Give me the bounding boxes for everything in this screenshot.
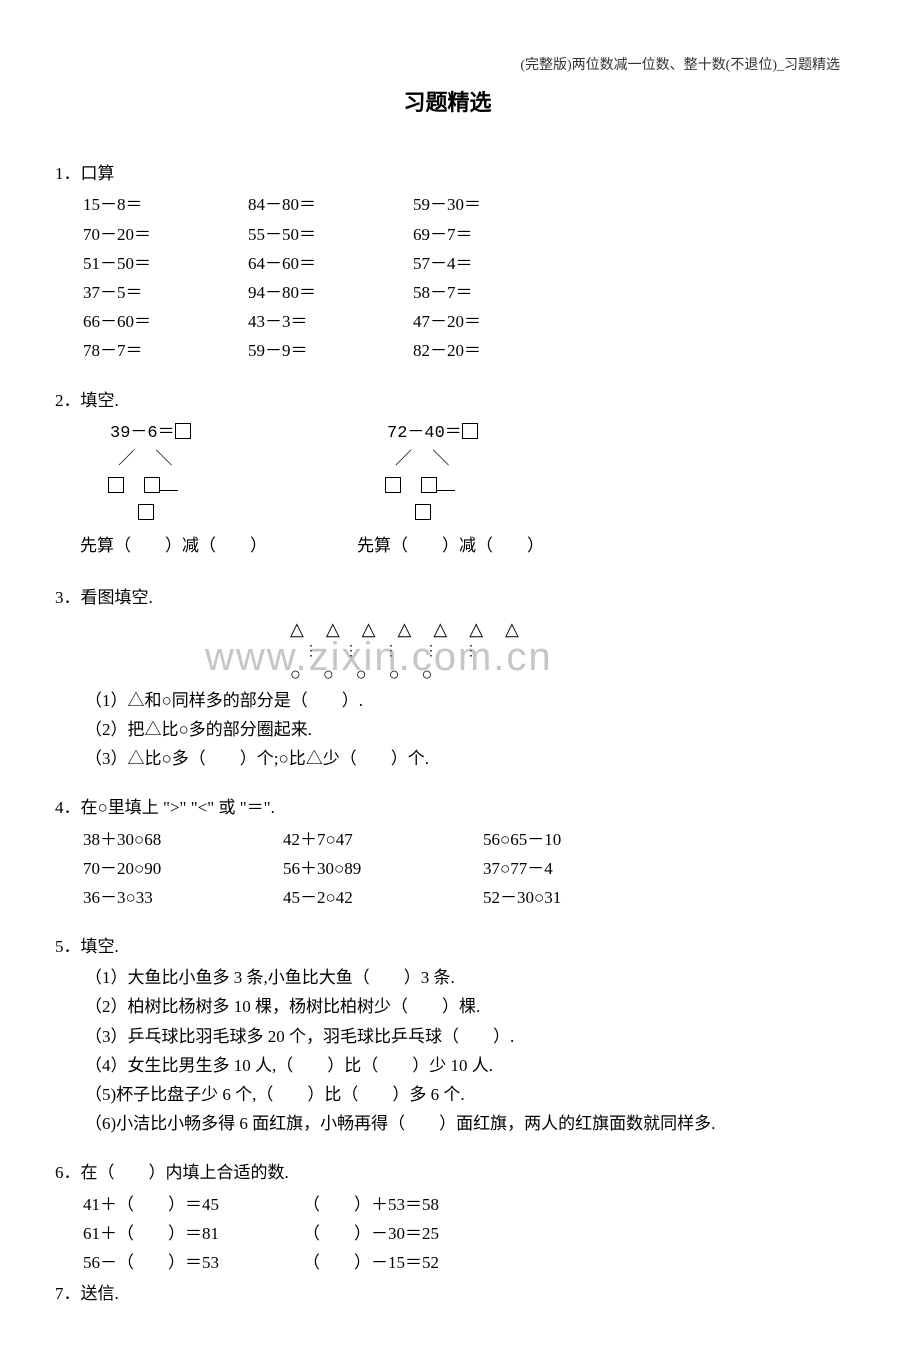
comp-cell: 36－3○33 — [83, 884, 283, 911]
q2-left-diagram: 39－6＝ ／ ＼ 先算（ ）减（ ） — [110, 420, 267, 562]
question-7: 7．送信. — [55, 1280, 840, 1307]
calc-cell: 82－20＝ — [413, 337, 578, 364]
calc-cell: 66－60＝ — [83, 308, 248, 335]
answer-box — [415, 504, 431, 520]
answer-box — [462, 423, 478, 439]
q5-s3: （3）乒乓球比羽毛球多 20 个，羽毛球比乒乓球（ ）. — [85, 1023, 840, 1050]
question-5: 5．填空. （1）大鱼比小鱼多 3 条,小鱼比大鱼（ ）3 条. （2）柏树比杨… — [55, 933, 840, 1137]
comp-cell: 38＋30○68 — [83, 826, 283, 853]
calc-cell: 59－9＝ — [248, 337, 413, 364]
calc-cell: 47－20＝ — [413, 308, 578, 335]
calc-cell: 84－80＝ — [248, 191, 413, 218]
question-2: 2．填空. 39－6＝ ／ ＼ 先算（ ）减（ ） 72－40＝ ／ ＼ 先算（… — [55, 387, 840, 562]
calc-cell: 43－3＝ — [248, 308, 413, 335]
q3-s3: （3）△比○多（ ）个;○比△少（ ）个. — [85, 745, 840, 772]
answer-box — [385, 477, 401, 493]
calc-cell: 51－50＝ — [83, 250, 248, 277]
question-6: 6．在（ ）内填上合适的数. 41＋（ ）＝45 （ ）＋53＝58 61＋（ … — [55, 1159, 840, 1276]
q2-right-diagram: 72－40＝ ／ ＼ 先算（ ）减（ ） — [387, 420, 544, 562]
q2-right-label: 先算（ ）减（ ） — [357, 534, 544, 561]
calc-cell: 78－7＝ — [83, 337, 248, 364]
comp-cell: 42＋7○47 — [283, 826, 483, 853]
dots-row: ⋮⋮⋮⋮⋮ — [304, 642, 840, 662]
header-note: (完整版)两位数减一位数、整十数(不退位)_习题精选 — [520, 55, 840, 77]
slash-line: ／ ＼ — [118, 447, 172, 474]
calc-cell: 15－8＝ — [83, 191, 248, 218]
q6-cell: （ ）＋53＝58 — [303, 1191, 523, 1218]
q4-head: 4．在○里填上 ">" "<" 或 "＝". — [55, 794, 840, 821]
triangle-row: △△△△△△△ — [290, 617, 840, 642]
circle-row: ○○○○○ — [290, 662, 840, 687]
comp-cell: 37○77－4 — [483, 855, 683, 882]
comp-cell: 52－30○31 — [483, 884, 683, 911]
q5-s6: （6)小洁比小畅多得 6 面红旗，小畅再得（ ）面红旗，两人的红旗面数就同样多. — [85, 1110, 840, 1137]
comp-cell: 45－2○42 — [283, 884, 483, 911]
calc-cell: 58－7＝ — [413, 279, 578, 306]
q6-head: 6．在（ ）内填上合适的数. — [55, 1159, 840, 1186]
q3-s2: （2）把△比○多的部分圈起来. — [85, 716, 840, 743]
answer-box — [421, 477, 437, 493]
q2-left-eq: 39－6＝ — [110, 424, 175, 443]
calc-cell: 37－5＝ — [83, 279, 248, 306]
q1-head: 1．口算 — [55, 160, 840, 187]
slash-line: ／ ＼ — [395, 447, 449, 474]
q6-cell: （ ）－15＝52 — [303, 1249, 523, 1276]
answer-box — [175, 423, 191, 439]
q6-cell: 56－（ ）＝53 — [83, 1249, 303, 1276]
q5-s4: （4）女生比男生多 10 人,（ ）比（ ）少 10 人. — [85, 1052, 840, 1079]
calc-cell: 57－4＝ — [413, 250, 578, 277]
question-1: 1．口算 15－8＝ 84－80＝ 59－30＝ 70－20＝ 55－50＝ 6… — [55, 160, 840, 364]
q2-right-eq: 72－40＝ — [387, 424, 462, 443]
answer-box — [108, 477, 124, 493]
q5-s1: （1）大鱼比小鱼多 3 条,小鱼比大鱼（ ）3 条. — [85, 964, 840, 991]
comp-cell: 56○65－10 — [483, 826, 683, 853]
q2-head: 2．填空. — [55, 387, 840, 414]
answer-box — [144, 477, 160, 493]
answer-box — [138, 504, 154, 520]
calc-cell: 64－60＝ — [248, 250, 413, 277]
q6-cell: 61＋（ ）＝81 — [83, 1220, 303, 1247]
q3-s1: （1）△和○同样多的部分是（ ）. — [85, 687, 840, 714]
comp-cell: 56＋30○89 — [283, 855, 483, 882]
page-title: 习题精选 — [55, 85, 840, 120]
calc-cell: 70－20＝ — [83, 221, 248, 248]
q2-left-label: 先算（ ）减（ ） — [80, 534, 267, 561]
calc-cell: 94－80＝ — [248, 279, 413, 306]
q3-head: 3．看图填空. — [55, 584, 840, 611]
q7-head: 7．送信. — [55, 1280, 840, 1307]
q5-s5: （5)杯子比盘子少 6 个,（ ）比（ ）多 6 个. — [85, 1081, 840, 1108]
q5-s2: （2）柏树比杨树多 10 棵，杨树比柏树少（ ）棵. — [85, 993, 840, 1020]
q6-cell: （ ）－30＝25 — [303, 1220, 523, 1247]
q6-cell: 41＋（ ）＝45 — [83, 1191, 303, 1218]
calc-cell: 55－50＝ — [248, 221, 413, 248]
comp-cell: 70－20○90 — [83, 855, 283, 882]
calc-cell: 59－30＝ — [413, 191, 578, 218]
question-3: 3．看图填空. △△△△△△△ ⋮⋮⋮⋮⋮ ○○○○○ （1）△和○同样多的部分… — [55, 584, 840, 773]
question-4: 4．在○里填上 ">" "<" 或 "＝". 38＋30○68 42＋7○47 … — [55, 794, 840, 911]
calc-cell: 69－7＝ — [413, 221, 578, 248]
q5-head: 5．填空. — [55, 933, 840, 960]
q1-grid: 15－8＝ 84－80＝ 59－30＝ 70－20＝ 55－50＝ 69－7＝ … — [83, 191, 840, 364]
